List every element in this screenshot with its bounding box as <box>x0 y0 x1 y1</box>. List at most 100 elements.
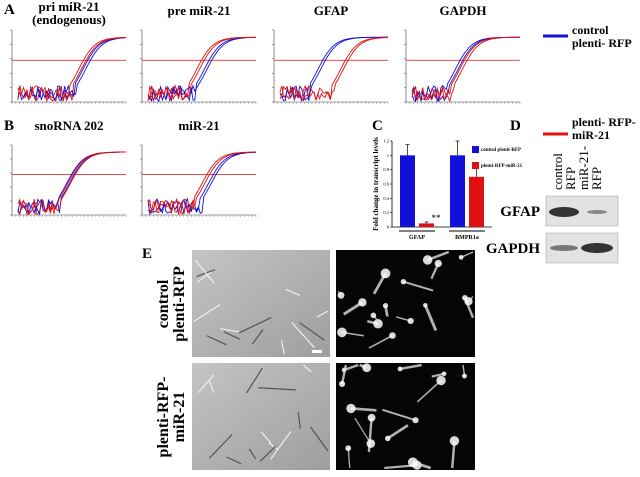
band <box>550 245 578 251</box>
cell-process <box>382 408 416 422</box>
cell-body <box>397 366 403 372</box>
cell-process <box>403 280 434 292</box>
amplification-curve <box>17 37 126 102</box>
legend-swatch <box>472 146 479 153</box>
cell-process <box>197 374 215 394</box>
bar <box>450 155 465 227</box>
cell-process <box>260 431 272 444</box>
cell-body <box>458 254 464 260</box>
plot-title: pri miR-21 <box>38 0 99 14</box>
bar <box>419 223 434 227</box>
scale-bar <box>312 350 322 353</box>
cell-process <box>226 456 242 465</box>
cell-process <box>280 340 285 355</box>
lane-label: RFP <box>589 167 604 190</box>
cell-body <box>464 297 473 306</box>
cell-body <box>384 435 391 442</box>
cell-process <box>196 271 212 283</box>
amplification-curve <box>147 36 256 103</box>
cell-body <box>370 312 377 319</box>
cell-process <box>285 288 301 297</box>
cell-body <box>366 439 376 448</box>
cell-body <box>380 268 391 279</box>
cell-body <box>367 413 376 422</box>
cell-body <box>362 363 372 373</box>
lane-label: miR-21- <box>576 146 591 190</box>
amplification-curve <box>279 37 389 102</box>
amplification-curve <box>17 36 127 103</box>
amplification-curve <box>411 36 520 103</box>
cell-process <box>258 387 296 391</box>
cell-process <box>343 363 359 372</box>
y-tick-label: 0.4 <box>383 196 389 201</box>
cell-body <box>449 436 460 446</box>
plot-title: miR-21 <box>178 118 219 133</box>
amplification-curve <box>17 151 126 216</box>
amplification-curve <box>17 37 127 102</box>
row-label: control <box>155 279 172 328</box>
amplification-curve <box>411 36 520 103</box>
band <box>587 210 607 214</box>
plot-title: pre miR-21 <box>168 3 231 18</box>
legend-label: control <box>572 23 609 37</box>
blot-label: GFAP <box>500 204 540 220</box>
cell-process <box>291 322 315 349</box>
amplification-curve <box>147 151 257 216</box>
cell-body <box>337 291 345 299</box>
cell-process <box>223 331 241 340</box>
phase-image <box>192 250 330 357</box>
cell-body <box>358 298 367 307</box>
bar <box>400 155 415 227</box>
cell-body <box>400 278 407 285</box>
cell-body <box>436 375 446 386</box>
legend-label: plenti- RFP- <box>572 115 636 129</box>
cell-process <box>302 364 312 373</box>
cell-process <box>316 310 329 318</box>
cell-process <box>297 412 301 429</box>
legend-swatch <box>472 162 479 169</box>
x-tick-label: BMPR1a <box>455 235 479 241</box>
plot-subtitle: (endogenous) <box>32 12 106 27</box>
cell-body <box>423 302 428 308</box>
panel-label: E <box>142 246 152 262</box>
annotation: ** <box>432 213 442 223</box>
cell-body <box>346 403 356 414</box>
legend-label: control plenti-RFP <box>481 148 521 153</box>
cell-process <box>416 379 442 403</box>
cell-process <box>194 259 215 284</box>
cell-body <box>407 317 414 325</box>
legend-label: plenti-RFP-miR-21 <box>481 164 523 169</box>
plot-title: snoRNA 202 <box>35 118 104 133</box>
y-tick-label: 0 <box>387 225 390 230</box>
legend-label: plenti- RFP <box>572 36 632 50</box>
lane-label: control <box>550 153 565 190</box>
y-tick-label: 1.2 <box>383 139 389 144</box>
panel-label: B <box>4 118 14 134</box>
cell-process <box>193 303 221 322</box>
fluorescence-image <box>336 250 475 357</box>
lane-label: RFP <box>563 167 578 190</box>
x-tick-label: GFAP <box>409 235 425 241</box>
cell-process <box>347 448 351 469</box>
cell-body <box>441 371 447 377</box>
amplification-curve <box>147 36 257 103</box>
cell-process <box>310 426 329 452</box>
panel-label: D <box>510 118 521 134</box>
cell-body <box>434 259 442 268</box>
y-tick-label: 0.6 <box>383 182 389 187</box>
cell-process <box>251 329 264 345</box>
panel-label: C <box>372 118 383 134</box>
cell-process <box>399 363 422 371</box>
cell-process <box>208 380 215 393</box>
row-label: plenti-RFP <box>171 266 188 342</box>
cell-body <box>462 373 467 379</box>
amplification-curve <box>17 151 127 216</box>
amplification-curve <box>147 36 256 103</box>
band <box>581 243 613 253</box>
cell-body <box>422 255 433 265</box>
cell-body <box>337 327 347 338</box>
cell-process <box>268 442 279 450</box>
cell-process <box>299 322 325 341</box>
cell-process <box>423 304 438 331</box>
